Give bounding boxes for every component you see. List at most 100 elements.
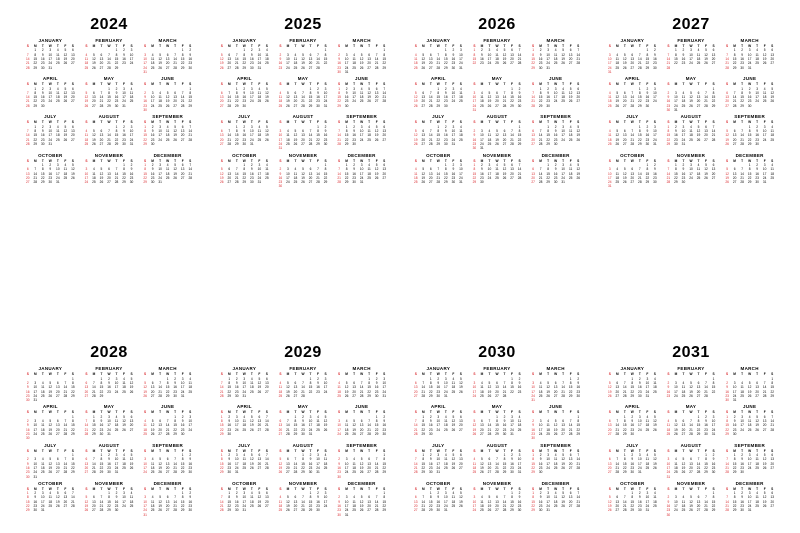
month-block: MARCHSMTWTFS 123456789101112131415161718…: [141, 366, 194, 402]
day-cell: [186, 70, 194, 74]
day-cell: [761, 513, 769, 517]
day-cell: [614, 146, 622, 150]
day-cell: [559, 475, 567, 479]
day-cell: [702, 70, 710, 74]
day-cell: [90, 513, 98, 517]
month-block: DECEMBERSMTWTFS1234567891011121314151617…: [529, 481, 582, 517]
day-cell: [636, 146, 644, 150]
day-cell: [248, 475, 256, 479]
month-name: DECEMBER: [723, 153, 776, 158]
day-cell: [529, 475, 537, 479]
day-cell: [343, 108, 351, 112]
year-block: 2029JANUARYSMTWTFS 123456789101112131415…: [218, 344, 388, 517]
day-cell: [120, 513, 128, 517]
month-name: FEBRUARY: [277, 38, 330, 43]
day-cell: [62, 513, 70, 517]
day-cell: [186, 475, 194, 479]
day-cell: [120, 184, 128, 188]
day-cell: [621, 513, 629, 517]
day-cell: [665, 398, 673, 402]
day-cell: [292, 108, 300, 112]
day-cell: [606, 398, 614, 402]
day-cell: [120, 146, 128, 150]
day-cell: [710, 146, 718, 150]
months-grid: JANUARYSMTWTFS 1234567891011121314151617…: [218, 38, 388, 189]
day-cell: [508, 184, 516, 188]
day-cell: [156, 70, 164, 74]
day-cell: [552, 70, 560, 74]
day-cell: 30: [24, 436, 32, 440]
month-block: JULYSMTWTFS 1234567891011121314151617181…: [24, 443, 77, 479]
day-cell: [420, 70, 428, 74]
month-block: AUGUSTSMTWTFS 12345678910111213141516171…: [665, 443, 718, 479]
month-name: OCTOBER: [412, 153, 465, 158]
day-cell: [687, 184, 695, 188]
day-cell: [412, 108, 420, 112]
month-block: MARCHSMTWTFS 123456789101112131415161718…: [529, 366, 582, 402]
day-cell: [32, 436, 40, 440]
day-cell: [248, 398, 256, 402]
day-cell: [442, 70, 450, 74]
day-cell: [39, 108, 47, 112]
month-block: AUGUSTSMTWTFS 12345678910111213141516171…: [83, 443, 136, 479]
day-cell: [335, 146, 343, 150]
day-cell: [171, 398, 179, 402]
day-cell: [105, 184, 113, 188]
day-cell: [508, 436, 516, 440]
month-name: MARCH: [335, 366, 388, 371]
month-name: OCTOBER: [606, 481, 659, 486]
day-cell: [486, 398, 494, 402]
day-cell: [218, 184, 226, 188]
day-cell: [559, 70, 567, 74]
day-cell: [427, 108, 435, 112]
day-cell: [365, 184, 373, 188]
day-cell: [141, 146, 149, 150]
day-cell: [636, 398, 644, 402]
month-name: DECEMBER: [529, 153, 582, 158]
month-block: SEPTEMBERSMTWTFS 12345678910111213141516…: [335, 443, 388, 479]
day-cell: [380, 70, 388, 74]
day-cell: [544, 146, 552, 150]
day-cell: [248, 146, 256, 150]
day-cell: [248, 184, 256, 188]
day-cell: [695, 475, 703, 479]
day-cell: [629, 146, 637, 150]
day-cell: [457, 108, 465, 112]
month-name: JULY: [606, 114, 659, 119]
year-block: 2025JANUARYSMTWTFS 123456789101112131415…: [218, 16, 388, 189]
day-cell: [350, 146, 358, 150]
day-cell: [761, 475, 769, 479]
day-cell: [567, 108, 575, 112]
day-cell: [753, 475, 761, 479]
month-name: SEPTEMBER: [723, 443, 776, 448]
day-cell: [39, 436, 47, 440]
day-cell: [636, 184, 644, 188]
day-cell: [687, 398, 695, 402]
month-block: AUGUSTSMTWTFS123456789101112131415161718…: [665, 114, 718, 150]
day-cell: [702, 436, 710, 440]
month-block: JANUARYSMTWTFS 1234567891011121314151617…: [606, 38, 659, 74]
day-cell: [284, 184, 292, 188]
day-cell: [233, 184, 241, 188]
day-cell: [420, 436, 428, 440]
day-cell: [156, 184, 164, 188]
day-cell: [284, 475, 292, 479]
day-cell: [621, 70, 629, 74]
day-cell: [62, 146, 70, 150]
day-cell: [442, 184, 450, 188]
day-cell: [171, 70, 179, 74]
day-cell: [537, 513, 545, 517]
day-cell: [508, 475, 516, 479]
month-block: FEBRUARYSMTWTFS 123456789101112131415161…: [277, 366, 330, 402]
day-cell: [299, 184, 307, 188]
day-cell: [113, 513, 121, 517]
day-cell: [544, 398, 552, 402]
day-cell: [186, 146, 194, 150]
day-cell: [486, 184, 494, 188]
day-cell: [292, 513, 300, 517]
month-block: OCTOBERSMTWTFS 1234567891011121314151617…: [218, 481, 271, 517]
day-cell: [98, 70, 106, 74]
month-name: MARCH: [335, 38, 388, 43]
day-cell: [753, 436, 761, 440]
year-title: 2030: [412, 344, 582, 362]
